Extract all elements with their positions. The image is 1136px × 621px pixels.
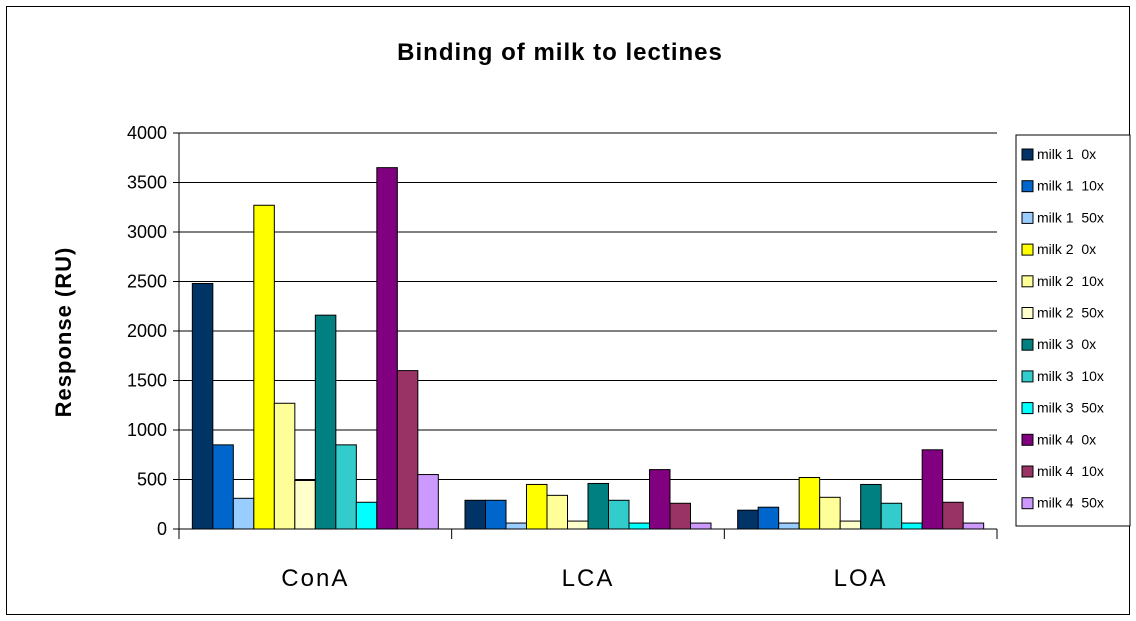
bar bbox=[880, 502, 903, 530]
bar bbox=[314, 314, 337, 530]
bar bbox=[649, 469, 671, 530]
bar bbox=[485, 499, 507, 530]
bar bbox=[294, 479, 316, 530]
legend-swatch bbox=[1021, 307, 1034, 319]
bar bbox=[921, 449, 944, 530]
y-tick-label: 2500 bbox=[127, 272, 167, 292]
legend-label: milk 3 10x bbox=[1037, 368, 1104, 384]
bar bbox=[587, 482, 609, 530]
bar bbox=[628, 522, 650, 530]
bar bbox=[417, 474, 439, 530]
bar bbox=[232, 497, 255, 530]
bar bbox=[798, 477, 821, 530]
x-category-label: LCA bbox=[562, 565, 615, 592]
legend-swatch bbox=[1021, 370, 1034, 383]
bar bbox=[355, 501, 378, 530]
bar bbox=[757, 506, 780, 530]
bar bbox=[273, 402, 296, 530]
bar bbox=[335, 444, 357, 530]
y-tick-label: 500 bbox=[137, 470, 167, 490]
bar bbox=[690, 522, 712, 530]
legend-swatch bbox=[1021, 211, 1034, 224]
legend-swatch bbox=[1021, 338, 1034, 351]
y-tick-label: 2000 bbox=[127, 321, 167, 341]
bar bbox=[608, 499, 630, 530]
y-tick-label: 1500 bbox=[127, 371, 167, 391]
x-category-label: ConA bbox=[281, 565, 349, 592]
x-category-label: LOA bbox=[834, 565, 888, 592]
bar bbox=[669, 502, 691, 530]
legend-label: milk 2 0x bbox=[1037, 241, 1096, 257]
legend-label: milk 2 50x bbox=[1037, 305, 1104, 321]
legend-label: milk 4 0x bbox=[1037, 431, 1096, 447]
legend-label: milk 3 50x bbox=[1037, 400, 1104, 416]
bar bbox=[396, 370, 419, 530]
legend-swatch bbox=[1021, 402, 1034, 415]
bar bbox=[819, 496, 841, 530]
legend-label: milk 4 50x bbox=[1037, 495, 1104, 511]
y-tick-label: 3500 bbox=[127, 173, 167, 193]
legend-label: milk 1 50x bbox=[1037, 209, 1104, 225]
legend-swatch bbox=[1021, 180, 1034, 193]
bar bbox=[253, 204, 275, 530]
legend-label: milk 3 0x bbox=[1037, 336, 1096, 352]
legend-label: milk 1 0x bbox=[1037, 146, 1096, 162]
bar bbox=[942, 501, 964, 530]
legend-swatch bbox=[1021, 243, 1034, 256]
chart-svg: Binding of milk to lectines Response (RU… bbox=[51, 39, 1131, 592]
bar bbox=[212, 444, 234, 530]
y-axis-label: Response (RU) bbox=[51, 247, 76, 418]
bar bbox=[567, 520, 589, 530]
chart-area: Binding of milk to lectines Response (RU… bbox=[6, 6, 1131, 615]
bar bbox=[191, 282, 214, 530]
bar bbox=[778, 522, 800, 530]
bar bbox=[860, 483, 882, 530]
legend: milk 1 0x milk 1 10x milk 1 50x milk 2 0x mi… bbox=[1015, 134, 1131, 527]
bar bbox=[737, 509, 759, 530]
bar bbox=[464, 499, 486, 530]
y-tick-label: 1000 bbox=[127, 420, 167, 440]
legend-swatch bbox=[1021, 148, 1034, 161]
legend-swatch bbox=[1021, 275, 1034, 288]
bar bbox=[526, 483, 548, 530]
bar bbox=[376, 167, 398, 530]
plot-area: 0 500 1000 1500 2000 2500 3000 3500 4000 ConA LCA L… bbox=[127, 123, 998, 592]
chart-title: Binding of milk to lectines bbox=[397, 39, 723, 66]
legend-swatch bbox=[1021, 465, 1034, 478]
bar bbox=[901, 522, 923, 530]
bar bbox=[505, 522, 527, 530]
y-tick-label: 3000 bbox=[127, 222, 167, 242]
legend-label: milk 2 10x bbox=[1037, 273, 1104, 289]
legend-box bbox=[1015, 134, 1131, 527]
legend-label: milk 4 10x bbox=[1037, 463, 1104, 479]
legend-label: milk 1 10x bbox=[1037, 178, 1104, 194]
legend-swatch bbox=[1021, 433, 1034, 446]
bar bbox=[546, 494, 568, 530]
bar bbox=[839, 520, 862, 530]
legend-swatch bbox=[1021, 497, 1034, 510]
y-tick-label: 0 bbox=[157, 519, 167, 539]
y-tick-label: 4000 bbox=[127, 123, 167, 143]
bar bbox=[962, 522, 985, 530]
